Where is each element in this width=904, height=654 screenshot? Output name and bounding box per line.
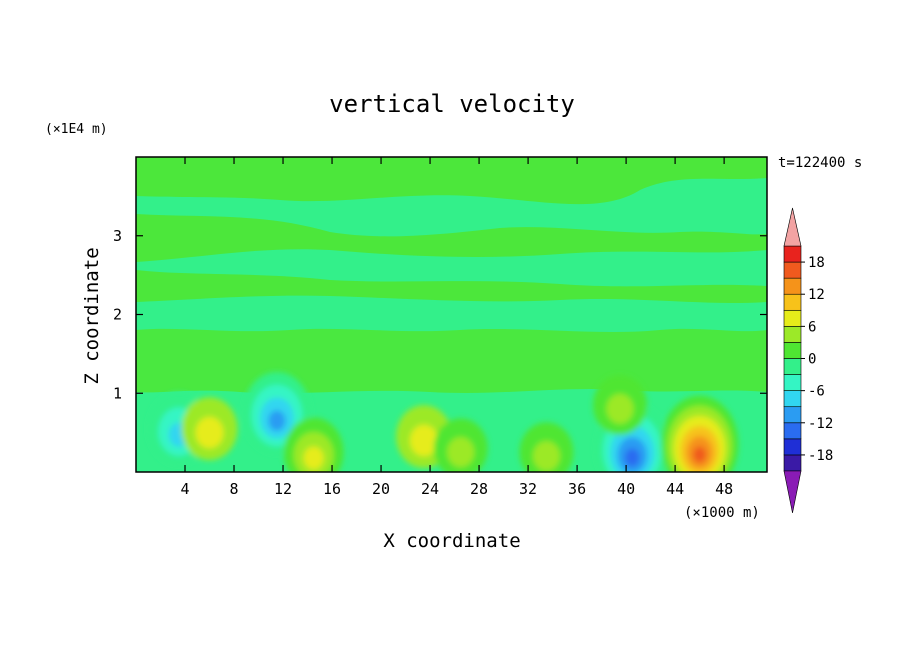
colorbar-label-3: 0 <box>808 352 816 368</box>
field-bands <box>136 157 767 394</box>
velocity-cell-3 <box>283 417 344 472</box>
colorbar-swatch-3 <box>783 406 802 424</box>
colorbar-label-2: 6 <box>808 319 816 335</box>
band-lower <box>136 328 767 394</box>
y-tick-label-2: 3 <box>113 227 122 245</box>
x-tick-label-10: 44 <box>666 480 684 498</box>
colorbar-label-6: -18 <box>808 448 833 464</box>
colorbar-label-0: 18 <box>808 255 825 271</box>
y-unit-label: (×1E4 m) <box>45 122 108 137</box>
velocity-contour-8-1 <box>606 393 634 424</box>
colorbar-top-arrow <box>783 207 802 247</box>
x-tick-label-6: 28 <box>470 480 488 498</box>
x-axis-label: X coordinate <box>383 530 520 552</box>
colorbar-label-1: 12 <box>808 287 825 303</box>
velocity-contour-7-4 <box>624 448 640 467</box>
velocity-cells <box>148 371 739 472</box>
y-axis-ticks: 1 2 3 <box>113 227 767 402</box>
x-unit-label: (×1000 m) <box>684 505 760 521</box>
velocity-cell-2 <box>243 371 311 454</box>
band-mid-1 <box>136 214 767 262</box>
velocity-contour-3-2 <box>303 446 324 470</box>
x-tick-label-7: 32 <box>519 480 537 498</box>
y-tick-label-0: 1 <box>113 384 122 402</box>
x-tick-label-5: 24 <box>421 480 439 498</box>
velocity-contour-6-1 <box>532 441 560 472</box>
y-tick-label-1: 2 <box>113 306 122 324</box>
velocity-contour-9-5 <box>693 446 707 463</box>
velocity-cell-1 <box>181 397 238 461</box>
colorbar-swatch-4 <box>783 390 802 408</box>
colorbar-swatch-11 <box>783 277 802 295</box>
colorbar-swatch-5 <box>783 374 802 391</box>
velocity-cell-9 <box>660 395 739 472</box>
x-tick-label-4: 20 <box>372 480 390 498</box>
band-upper <box>136 157 767 205</box>
velocity-contour-5-1 <box>447 437 475 468</box>
colorbar-swatch-8 <box>783 326 802 343</box>
colorbar: 18 12 6 0 -6 -12 -18 <box>783 207 833 514</box>
colorbar-label-4: -6 <box>808 384 825 400</box>
colorbar-swatch-12 <box>783 261 802 279</box>
time-label: t=122400 s <box>778 155 862 171</box>
colorbar-swatch-7 <box>783 342 802 359</box>
colorbar-swatch-10 <box>783 293 802 311</box>
band-mid-2 <box>136 270 767 303</box>
colorbar-swatch-1 <box>783 438 802 456</box>
plot-area: 4 8 12 16 20 24 28 32 36 40 44 48 123 <box>113 156 768 498</box>
colorbar-swatch-9 <box>783 309 802 327</box>
velocity-cell-8 <box>593 375 647 435</box>
velocity-cell-5 <box>433 418 488 472</box>
x-axis-ticks: 4 8 12 16 20 24 28 32 36 40 44 48 <box>180 157 733 498</box>
colorbar-label-5: -12 <box>808 416 833 432</box>
velocity-contour-2-3 <box>268 410 286 431</box>
x-tick-label-1: 8 <box>230 480 239 498</box>
colorbar-swatch-6 <box>783 358 802 375</box>
velocity-contour-1-1 <box>195 416 224 449</box>
x-tick-label-0: 4 <box>180 480 189 498</box>
x-tick-label-8: 36 <box>568 480 586 498</box>
velocity-contour-4-1 <box>409 424 438 457</box>
x-tick-label-11: 48 <box>715 480 733 498</box>
chart-title: vertical velocity <box>329 90 575 118</box>
x-tick-label-2: 12 <box>274 480 292 498</box>
colorbar-swatch-0 <box>783 454 802 472</box>
y-axis-label: Z coordinate <box>81 247 103 384</box>
x-tick-label-3: 16 <box>323 480 341 498</box>
velocity-cell-6 <box>519 422 574 472</box>
colorbar-swatch-13 <box>783 245 802 263</box>
x-tick-label-9: 40 <box>617 480 635 498</box>
colorbar-swatch-2 <box>783 422 802 440</box>
field-background <box>136 157 767 472</box>
colorbar-bottom-arrow <box>783 470 802 514</box>
